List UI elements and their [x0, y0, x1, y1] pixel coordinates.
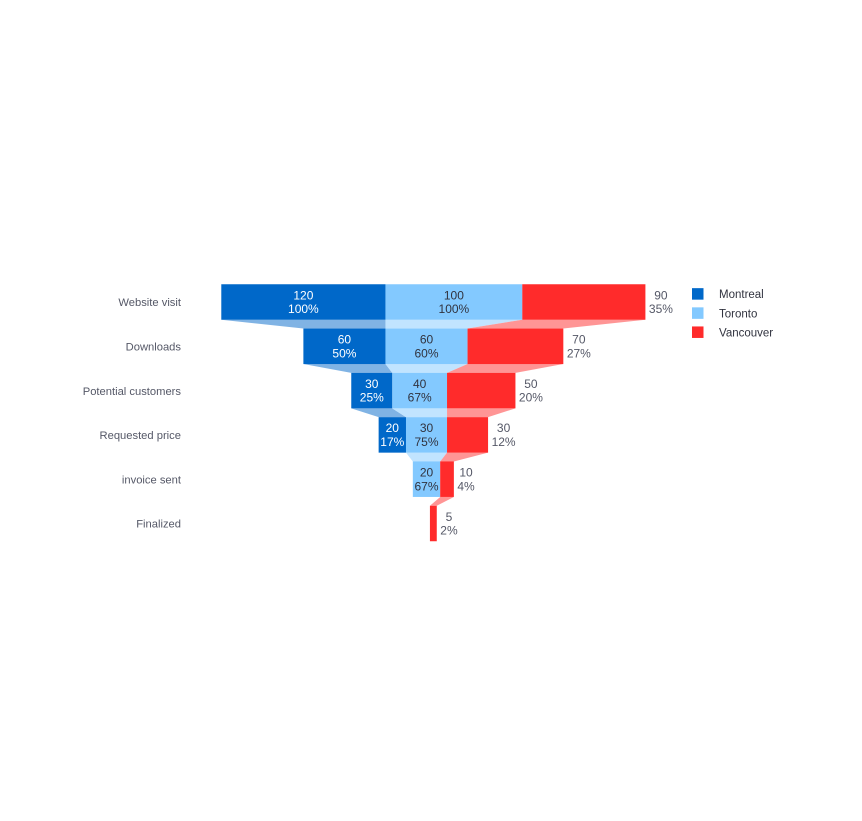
svg-text:100%: 100%	[439, 302, 470, 316]
svg-text:30: 30	[420, 421, 434, 435]
svg-text:5: 5	[446, 510, 453, 524]
svg-text:Toronto: Toronto	[719, 308, 757, 320]
svg-text:30: 30	[497, 421, 511, 435]
svg-text:27%: 27%	[567, 346, 591, 360]
svg-text:invoice sent: invoice sent	[122, 474, 182, 486]
svg-text:20%: 20%	[519, 391, 543, 405]
svg-text:Website visit: Website visit	[118, 297, 181, 309]
svg-text:60: 60	[338, 333, 352, 347]
svg-text:Montreal: Montreal	[719, 289, 764, 301]
svg-text:90: 90	[654, 288, 668, 302]
svg-text:67%: 67%	[408, 391, 432, 405]
svg-text:20: 20	[420, 466, 434, 480]
svg-text:10: 10	[459, 466, 473, 480]
svg-text:70: 70	[572, 333, 586, 347]
svg-text:40: 40	[413, 377, 427, 391]
svg-text:20: 20	[386, 421, 400, 435]
svg-text:12%: 12%	[492, 435, 516, 449]
svg-text:120: 120	[293, 288, 313, 302]
svg-text:100: 100	[444, 288, 464, 302]
svg-text:4%: 4%	[457, 479, 475, 493]
svg-text:75%: 75%	[414, 435, 438, 449]
svg-text:60: 60	[420, 333, 434, 347]
svg-text:67%: 67%	[414, 479, 438, 493]
svg-text:Vancouver: Vancouver	[719, 327, 773, 339]
svg-text:30: 30	[365, 377, 379, 391]
svg-text:25%: 25%	[360, 391, 384, 405]
svg-text:60%: 60%	[414, 346, 438, 360]
svg-text:Potential customers: Potential customers	[83, 386, 182, 398]
svg-text:50%: 50%	[332, 346, 356, 360]
svg-text:Requested price: Requested price	[100, 430, 181, 442]
svg-text:100%: 100%	[288, 302, 319, 316]
svg-text:17%: 17%	[380, 435, 404, 449]
svg-text:50: 50	[524, 377, 538, 391]
svg-text:Downloads: Downloads	[126, 342, 182, 354]
svg-text:2%: 2%	[440, 524, 458, 538]
svg-text:35%: 35%	[649, 302, 673, 316]
svg-text:Finalized: Finalized	[136, 519, 181, 531]
